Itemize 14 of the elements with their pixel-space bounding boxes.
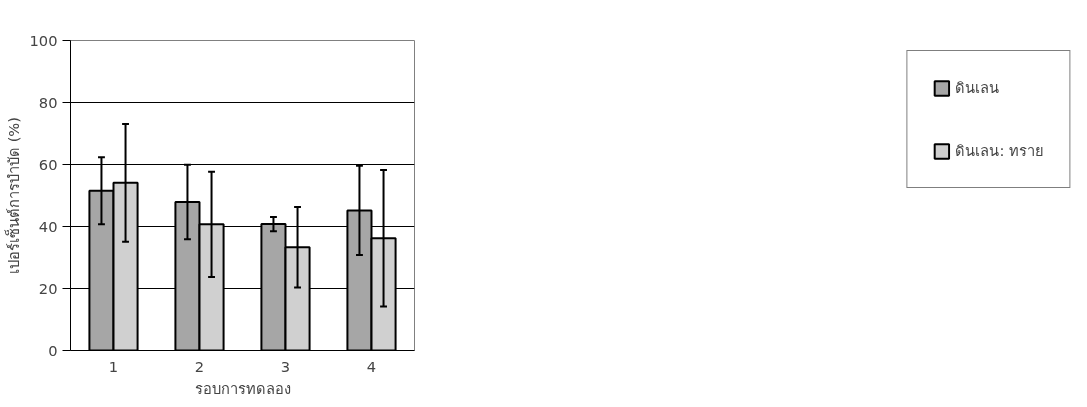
x-tick-label: 2 xyxy=(194,357,205,375)
y-tick-label: 20 xyxy=(38,279,58,297)
x-axis-title: รอบการทดลอง xyxy=(194,379,291,397)
x-tick-label: 1 xyxy=(108,357,119,375)
legend-label: ดินเลน xyxy=(955,78,1000,98)
y-tick-label: 0 xyxy=(48,341,58,359)
y-axis-title: เปอร์เซ็นต์การบำบัด (%) xyxy=(3,116,22,275)
x-tick-label: 3 xyxy=(280,357,291,375)
y-tick-label: 80 xyxy=(38,93,58,111)
y-tick-label: 40 xyxy=(38,217,58,235)
x-tick-label: 4 xyxy=(366,357,377,375)
legend-label: ดินเลน: ทราย xyxy=(955,141,1044,161)
y-tick-label: 100 xyxy=(29,31,58,49)
y-tick-label: 60 xyxy=(38,155,58,173)
